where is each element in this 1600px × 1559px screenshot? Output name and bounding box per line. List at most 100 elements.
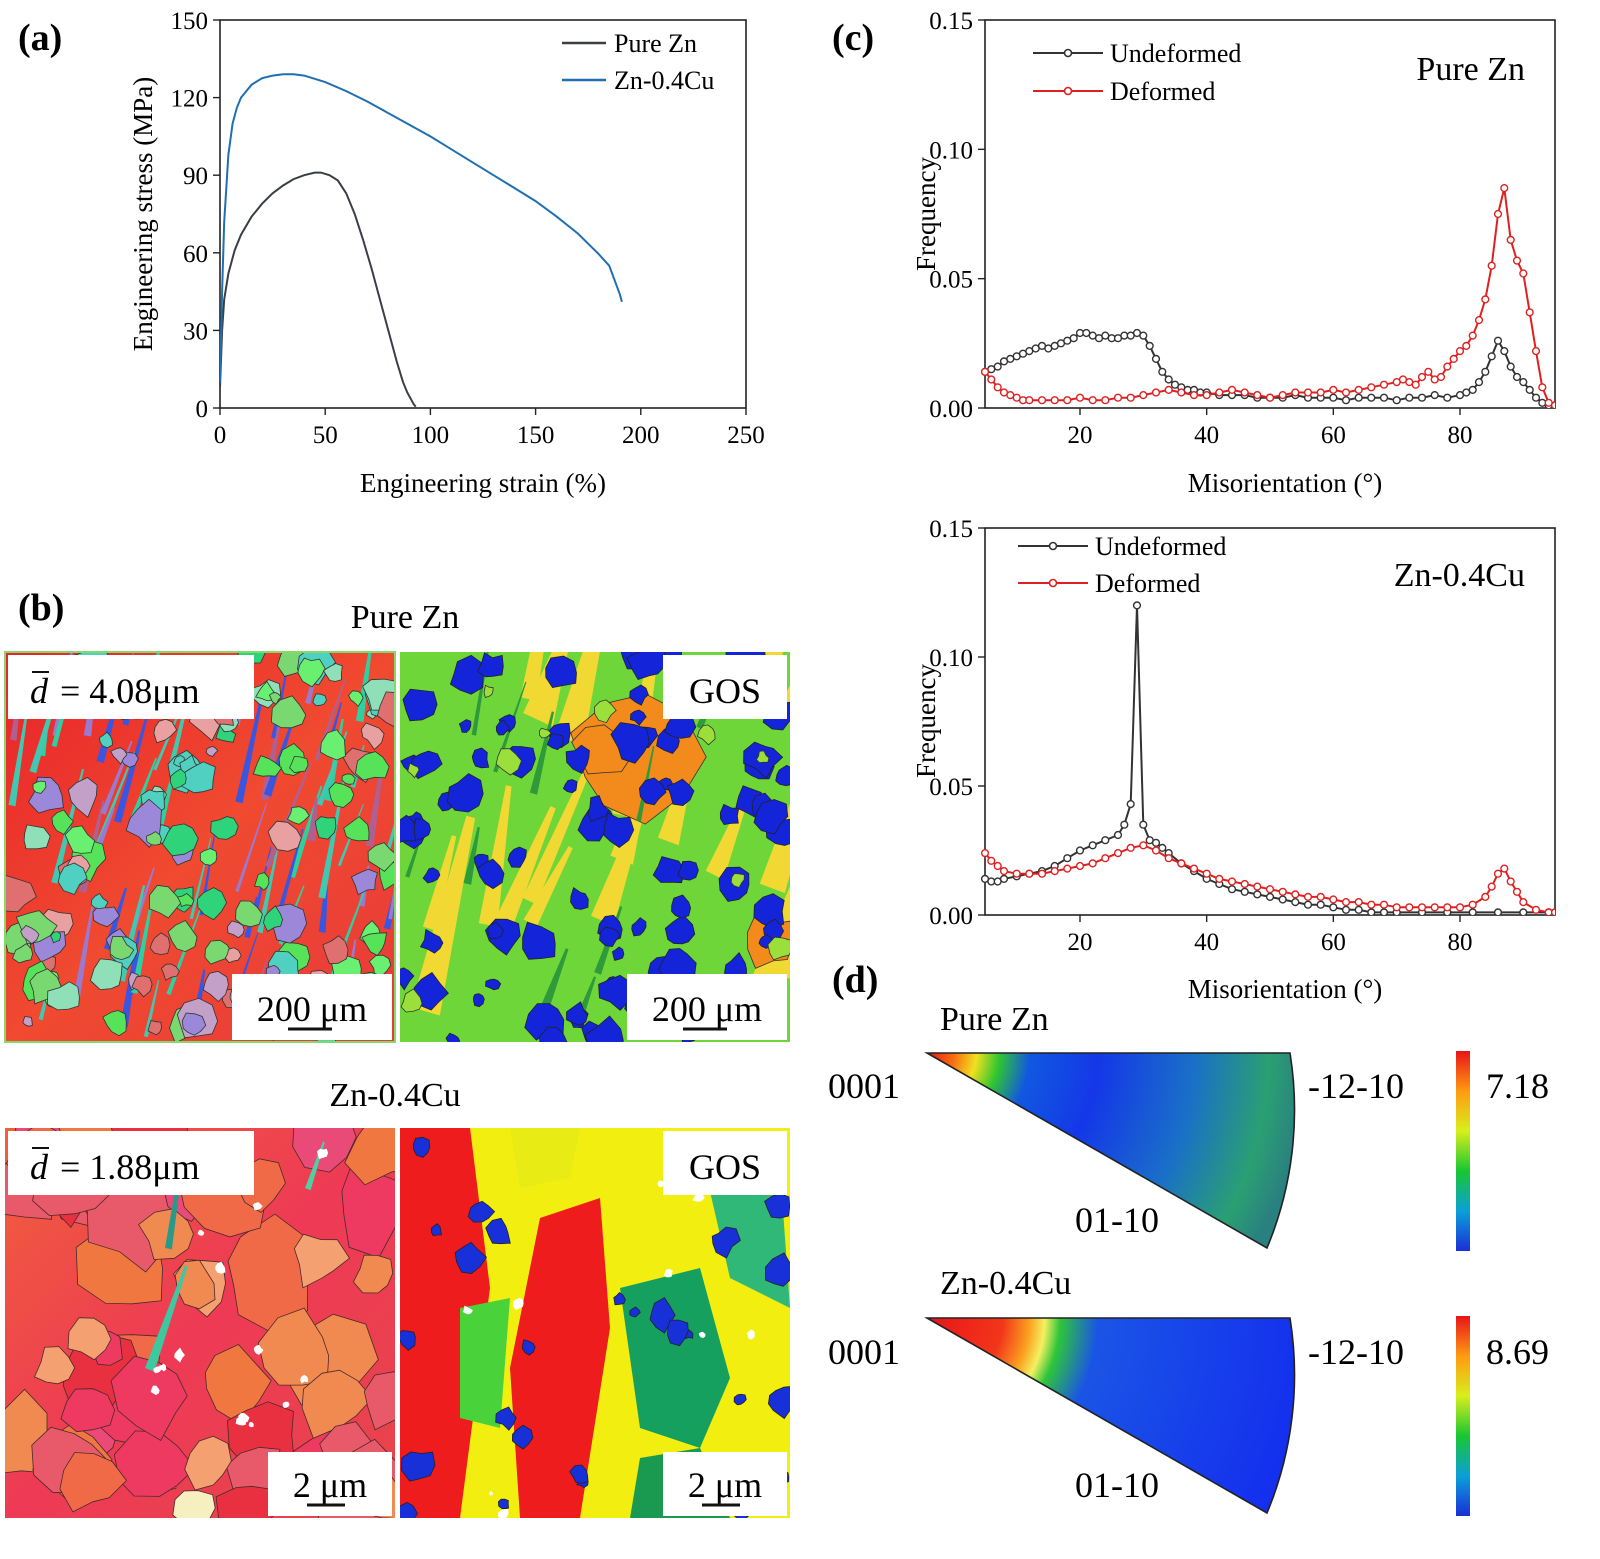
gos-dark-green-streak [538,948,569,1016]
stress-strain-xtick-label: 150 [517,422,555,449]
grain-size-label-cu: d = 1.88μm [8,1131,254,1195]
mis-cu-point-undeformed [1468,908,1477,915]
ipf-grain [252,755,283,777]
ipf-grain [367,842,395,872]
scale-bar-pure-left: 200 μm [232,974,392,1040]
mis-cu-point-deformed [1215,874,1224,884]
gos-blue-grain [400,1330,416,1351]
ipf-grain [215,1485,281,1518]
chart-c2-xlabel: Misorientation (°) [1188,974,1383,1004]
mis-cu-xtick-label: 60 [1321,929,1346,956]
stress-strain-series-line-zn04cu [220,73,623,383]
gos-light-green-grain [538,727,552,739]
mis-pure-ytick-label: 0.00 [929,396,973,423]
mis-cu-point-undeformed [1329,903,1338,912]
mis-pure-point-deformed [1436,372,1446,382]
mis-pure-point-deformed [1538,383,1547,392]
stress-strain-xtick-label: 50 [313,422,338,449]
mis-cu-point-deformed [1468,900,1477,909]
mis-pure-point-undeformed [1443,393,1452,402]
gos-blue-grain [445,1032,461,1042]
mis-cu-point-undeformed [1151,838,1161,847]
gos-blue-grain [522,1339,536,1356]
mis-cu-point-undeformed [1088,841,1097,850]
mis-pure-point-deformed [1088,396,1097,405]
mis-pure-point-undeformed [1158,367,1167,376]
gos-yellow-region [410,815,476,1016]
ipf-grain [20,925,40,945]
mis-pure-point-undeformed [1145,341,1154,351]
mis-pure-point-deformed [1424,367,1433,376]
ipf-grain [102,1010,127,1037]
gos-red-region [400,1128,490,1518]
ipf-grain [350,868,378,896]
scale-bar-cu-right: 2 μm [663,1452,787,1516]
gos-label-pure-text: GOS [689,671,761,711]
mis-cu-series-line-undeformed [984,605,1555,914]
mis-cu-point-deformed [1253,882,1262,891]
ipf-grain [32,780,47,794]
grain-size-label-pure: d = 4.08μm [8,655,254,719]
ipf-twin-streak [131,892,155,994]
mis-pure-point-deformed [1379,380,1389,389]
mis-cu-point-deformed [1291,890,1300,899]
ipf-twin-streak [260,710,283,801]
mis-pure-point-deformed [1512,256,1522,265]
chart-c1-title: Pure Zn [1416,51,1525,88]
ipf-unindexed-spot [317,1148,329,1160]
mis-pure-point-deformed [1037,396,1047,405]
panel-b-pure-title: Pure Zn [351,599,460,636]
ipf-grain [181,1012,207,1036]
ipf-pure-01-10: 01-10 [1075,1200,1159,1240]
gos-blue-grain [485,978,502,991]
ipf-grain [197,887,228,921]
legend-zn04cu: Zn-0.4Cu [614,66,714,95]
chart-c2-ylabel: Frequency [911,664,941,778]
gos-dark-green-streak [463,826,480,885]
mis-pure-point-deformed [1113,393,1123,402]
ipf-grain [320,729,346,761]
gos-unindexed-spot [657,1180,665,1188]
mis-pure-point-deformed [1050,396,1059,405]
mis-cu-point-undeformed [1303,900,1313,909]
mis-cu-point-deformed [1550,908,1555,915]
chart-c1-xlabel: Misorientation (°) [1188,468,1383,498]
stress-strain-ytick-label: 0 [196,396,209,423]
legend-pure-zn: Pure Zn [614,29,697,58]
gos-blue-grain [599,926,621,948]
mis-pure-ytick-label: 0.05 [929,267,973,294]
ipf-grain [51,809,75,835]
gos-blue-grain [764,1252,790,1287]
ipf-cu-01-10: 01-10 [1075,1465,1159,1505]
ipf-grain [110,747,128,765]
mis-pure-point-deformed [1493,209,1503,219]
ebsd-ipf-map-pure-zn-frame [4,651,396,1043]
ipf-grain [60,1388,116,1433]
mis-pure-point-undeformed [1139,331,1148,340]
ipf-unindexed-spot [282,1401,290,1408]
panel-label-d: (d) [832,959,878,1001]
mis-cu-point-deformed [1227,877,1237,886]
gos-unindexed-spot [512,1297,524,1311]
ipf-grain [109,935,135,961]
ipf-twin-streak [388,882,395,920]
scale-bar-cu-left-text: 2 μm [293,1465,367,1505]
mis-pure-ytick-label: 0.15 [929,8,973,35]
mis-pure-point-undeformed [1525,385,1534,395]
gos-label-pure: GOS [663,655,787,719]
mis-pure-point-undeformed [1468,385,1477,395]
mis-cu-point-deformed [1303,892,1313,902]
ipf-twin-streak [257,840,280,934]
gos-blue-grain [476,652,504,678]
mis-cu-point-undeformed [1126,799,1135,809]
svg-text:d: d [30,671,49,711]
ipf-grain [149,932,171,956]
ipf-twin-streak [235,690,265,804]
ipf-unindexed-spot [252,1202,263,1211]
mis-pure-point-deformed [1417,372,1427,382]
mis-cu-point-deformed [1075,861,1085,871]
stress-strain-ytick-label: 60 [183,241,208,268]
mis-pure-point-deformed [1063,396,1072,405]
ipf-cu-0001: 0001 [828,1332,900,1372]
gos-blue-grain [471,747,490,769]
